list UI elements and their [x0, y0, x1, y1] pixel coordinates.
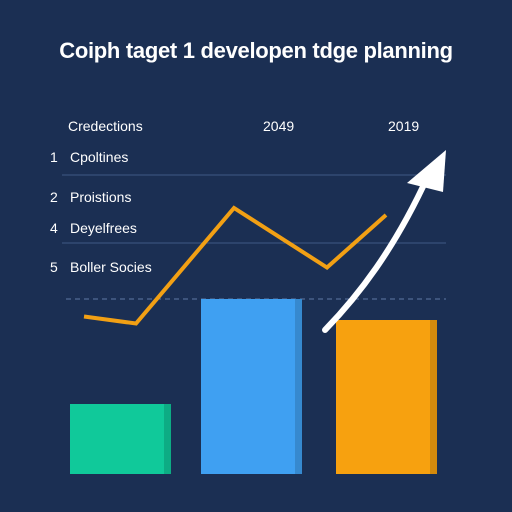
table-header-label: Credections: [68, 118, 143, 134]
bar: [336, 320, 437, 474]
row-number: 1: [50, 149, 58, 165]
chart-title: Coiph taget 1 developen tdge planning: [59, 38, 453, 63]
row-number: 5: [50, 259, 58, 275]
row-label: Proistions: [70, 189, 131, 205]
line-path: [83, 205, 388, 326]
bar-shade: [164, 404, 171, 474]
row-label: Deyelfrees: [70, 220, 137, 236]
row-label: Boller Socies: [70, 259, 152, 275]
bar-shade: [430, 320, 437, 474]
trend-arrow: [322, 150, 446, 333]
trend-arrow-shaft: [322, 173, 431, 333]
bar-shade: [295, 299, 302, 474]
line-series: [83, 205, 388, 326]
bar: [201, 299, 302, 474]
bar: [70, 404, 171, 474]
row-label: Cpoltines: [70, 149, 128, 165]
row-number: 2: [50, 189, 58, 205]
table-header-year-1: 2049: [263, 118, 294, 134]
table-header-year-2: 2019: [388, 118, 419, 134]
row-number: 4: [50, 220, 58, 236]
trend-arrow-head: [407, 150, 446, 192]
bar-group: [70, 299, 437, 474]
